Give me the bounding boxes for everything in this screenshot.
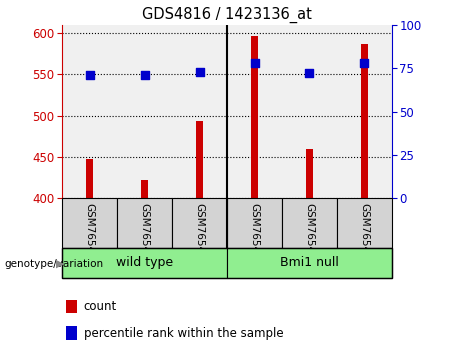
Bar	[361, 44, 368, 198]
Bar	[227, 198, 282, 248]
Text: Bmi1 null: Bmi1 null	[280, 256, 339, 269]
Point	[141, 72, 148, 78]
Text: GSM765496: GSM765496	[360, 203, 369, 267]
Text: GSM765492: GSM765492	[140, 203, 150, 267]
Bar	[117, 198, 172, 248]
Point	[306, 70, 313, 76]
Bar	[337, 198, 392, 248]
Bar	[62, 198, 117, 248]
Bar	[227, 248, 392, 278]
Text: GSM765493: GSM765493	[195, 203, 205, 267]
Text: percentile rank within the sample: percentile rank within the sample	[83, 326, 284, 339]
Text: ▶: ▶	[56, 259, 65, 269]
Bar	[196, 121, 203, 198]
Point	[251, 60, 258, 66]
Text: genotype/variation: genotype/variation	[5, 259, 104, 269]
Text: GSM765495: GSM765495	[304, 203, 314, 267]
Text: GSM765491: GSM765491	[85, 203, 95, 267]
Point	[196, 69, 203, 74]
Title: GDS4816 / 1423136_at: GDS4816 / 1423136_at	[142, 7, 312, 23]
Bar	[65, 326, 77, 339]
Bar	[142, 180, 148, 198]
Bar	[282, 198, 337, 248]
Text: count: count	[83, 300, 117, 313]
Text: GSM765494: GSM765494	[249, 203, 260, 267]
Point	[361, 60, 368, 66]
Point	[86, 72, 94, 78]
Bar	[251, 35, 258, 198]
Text: wild type: wild type	[116, 256, 173, 269]
Bar	[86, 159, 93, 198]
Bar	[65, 300, 77, 313]
Bar	[306, 149, 313, 198]
Bar	[172, 198, 227, 248]
Bar	[62, 248, 227, 278]
